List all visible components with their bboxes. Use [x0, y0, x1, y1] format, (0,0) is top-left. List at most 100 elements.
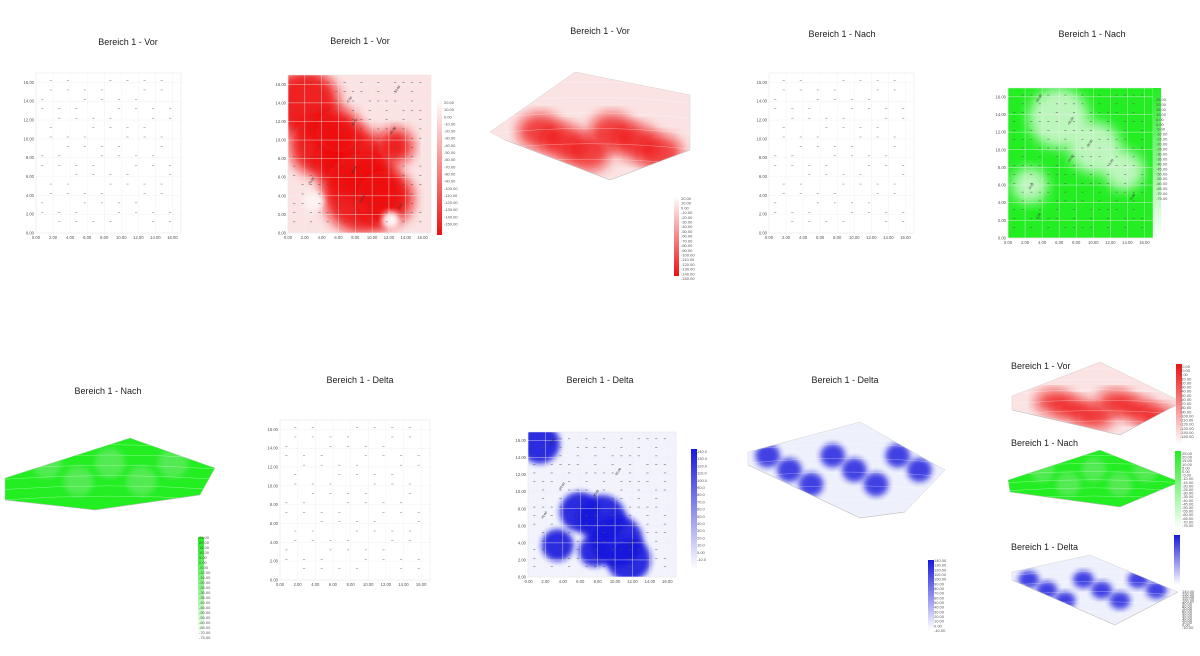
x-tick-label: 0.00 [765, 235, 774, 240]
chart-p11: Bereich 1 - Nach 25.0020.0015.0010.005.00… [1007, 438, 1194, 529]
legend-label: 30.00 [1182, 615, 1193, 620]
legend-label: -40.00 [1156, 161, 1168, 166]
legend-label: -50.00 [1180, 393, 1192, 398]
legend-label: -50.00 [199, 610, 211, 615]
legend-label: 100.0 [697, 478, 708, 483]
x-tick-label: 4.00 [799, 235, 808, 240]
legend-label: 10.00 [934, 619, 945, 624]
legend-label: -5.00 [1182, 473, 1192, 478]
x-tick-label: 12.00 [627, 579, 638, 584]
contour-label: -10.00 [393, 85, 402, 95]
legend-label: -25.00 [1182, 487, 1194, 492]
colorbar [198, 537, 204, 637]
legend-label: -45.00 [1156, 166, 1168, 171]
x-tick-label: 2.00 [1021, 240, 1030, 245]
contour-label: -40.00 [350, 118, 359, 128]
y-tick-label: 14.00 [24, 99, 35, 104]
surface-shade [1030, 457, 1055, 483]
plot-frame [768, 72, 915, 234]
surface-axis [1011, 579, 1179, 626]
chart-title: Bereich 1 - Delta [566, 375, 633, 385]
heatmap-blob [381, 211, 400, 230]
legend-label: -90.00 [681, 248, 693, 253]
chart-title: Bereich 1 - Nach [74, 386, 141, 396]
y-tick-label: 4.00 [518, 540, 527, 545]
y-tick-label: 2.00 [278, 212, 287, 217]
surface-shade [1018, 570, 1039, 589]
legend-label: 60.0 [697, 507, 706, 512]
surface-shade [637, 135, 683, 171]
legend-label: 140.00 [934, 558, 947, 563]
legend-label: 10.0 [697, 543, 706, 548]
plot-frame [35, 72, 182, 234]
legend-label: -75.00 [199, 635, 211, 640]
legend-label: 110.0 [697, 471, 707, 476]
surface-shade [863, 472, 889, 497]
contour-label: 80.00 [592, 489, 600, 498]
chart-p6: Bereich 1 - Nach 25.0020.0015.0010.005.00… [4, 386, 216, 640]
y-tick-label: 0.00 [278, 231, 287, 236]
surface-shade [1133, 457, 1158, 483]
y-tick-label: 14.00 [268, 446, 279, 451]
surface-contour [490, 128, 690, 134]
legend-label: -40.00 [681, 224, 693, 229]
legend-label: -15.00 [199, 575, 211, 580]
legend-label: -60.00 [1180, 397, 1192, 402]
surface-contour [1012, 399, 1182, 404]
y-tick-label: 16.00 [24, 80, 35, 85]
y-tick-label: 2.00 [518, 557, 527, 562]
legend-label: -100.00 [444, 186, 458, 191]
contour-label: 40.00 [548, 438, 556, 447]
legend-label: -50.00 [681, 229, 693, 234]
contour-label: -60.00 [389, 126, 398, 136]
chart-p3: Bereich 1 - Vor 20.0010.000.00-10.00-20.0… [489, 26, 695, 281]
legend-label: -75.00 [1182, 523, 1194, 528]
legend-label: 5.00 [1182, 465, 1191, 470]
legend-label: 50.00 [1182, 611, 1193, 616]
x-tick-label: 8.00 [833, 235, 842, 240]
legend-label: -20.00 [1182, 483, 1194, 488]
surface-shade [842, 458, 867, 482]
surface-shade [1091, 581, 1113, 599]
legend-label: 25.00 [199, 535, 210, 540]
x-tick-label: 14.00 [398, 582, 409, 587]
y-tick-label: 0.00 [270, 578, 279, 583]
chart-title: Bereich 1 - Nach [808, 29, 875, 39]
y-tick-label: 6.00 [998, 183, 1007, 188]
x-tick-label: 8.00 [1072, 240, 1081, 245]
surface-contour [5, 475, 215, 480]
surface-shade [158, 448, 188, 479]
x-tick-label: 12.00 [1105, 240, 1116, 245]
y-tick-label: 4.00 [26, 193, 35, 198]
x-tick-label: 14.00 [883, 235, 894, 240]
colorbar [437, 100, 442, 235]
legend-label: -60.00 [1182, 512, 1194, 517]
contour-label: -35.00 [1085, 139, 1094, 149]
x-tick-label: 6.00 [1055, 240, 1064, 245]
legend-label: -90.00 [1180, 409, 1192, 414]
legend-label: 100.00 [1182, 599, 1195, 604]
legend-label: 0.00 [199, 560, 208, 565]
x-tick-label: 6.00 [329, 582, 338, 587]
surface-field [490, 72, 690, 180]
y-tick-label: 10.00 [757, 136, 768, 141]
x-tick-label: -0.00 [523, 579, 533, 584]
x-tick-label: 2.00 [49, 235, 58, 240]
legend-label: 60.00 [1182, 608, 1193, 613]
contour-label: 0.00 [397, 202, 404, 210]
x-tick-label: 2.00 [294, 582, 303, 587]
legend-label: 15.00 [1156, 107, 1167, 112]
legend-label: 10.00 [1182, 462, 1193, 467]
y-tick-label: 14.00 [996, 112, 1007, 117]
legend-label: -40.00 [199, 600, 211, 605]
legend-label: -70.00 [681, 238, 693, 243]
legend-label: 20.00 [1182, 618, 1193, 623]
x-tick-label: 4.00 [559, 579, 568, 584]
legend-label: -80.00 [681, 243, 693, 248]
surface-contour [748, 458, 945, 464]
surface-shade [1146, 581, 1167, 599]
legend-label: 70.00 [1182, 606, 1193, 611]
legend-label: -70.00 [1182, 519, 1194, 524]
legend-label: -10.00 [1156, 132, 1168, 137]
